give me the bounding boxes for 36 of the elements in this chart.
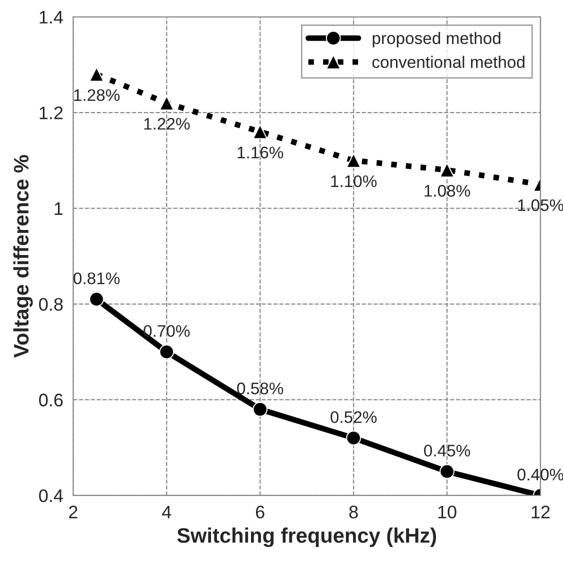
data-label: 1.16% <box>238 146 284 158</box>
point <box>346 430 362 446</box>
point <box>159 344 174 360</box>
data-label: 1.22% <box>144 118 190 130</box>
y-tick-label: 0.4 <box>39 489 63 502</box>
legend-label: proposed method <box>372 32 500 48</box>
y-tick-label: 1.2 <box>40 106 63 120</box>
x-tick-label: 12 <box>532 506 550 518</box>
point <box>89 292 104 307</box>
y-tick-label: 0.6 <box>39 394 63 406</box>
data-label: 0.58% <box>237 382 284 394</box>
point <box>440 464 454 479</box>
data-label: 0.52% <box>330 411 377 424</box>
point <box>252 124 268 140</box>
data-label: 0.70% <box>144 325 190 337</box>
y-tick-label: 0.8 <box>39 298 63 311</box>
x-tick-label: 4 <box>162 506 172 518</box>
point <box>440 162 454 178</box>
y-tick-label: 1 <box>54 202 63 215</box>
data-label: 0.81% <box>74 272 120 284</box>
point <box>346 152 362 168</box>
x-tick-label: 10 <box>438 506 456 518</box>
data-label: 1.08% <box>424 184 470 197</box>
point <box>159 96 174 110</box>
data-label: 0.45% <box>424 444 470 457</box>
y-axis-title: Voltage difference % <box>13 155 33 358</box>
y-tick-label: 1.4 <box>40 11 63 24</box>
x-tick-label: 6 <box>256 506 264 518</box>
x-axis-title: Switching frequency (kHz) <box>177 528 436 548</box>
point <box>89 66 104 82</box>
data-label: 1.10% <box>331 175 377 188</box>
x-tick-label: 2 <box>69 506 78 518</box>
x-tick-label: 8 <box>349 506 358 518</box>
data-label: 1.28% <box>74 89 120 102</box>
point <box>252 402 268 417</box>
legend-label: conventional method <box>372 56 524 68</box>
